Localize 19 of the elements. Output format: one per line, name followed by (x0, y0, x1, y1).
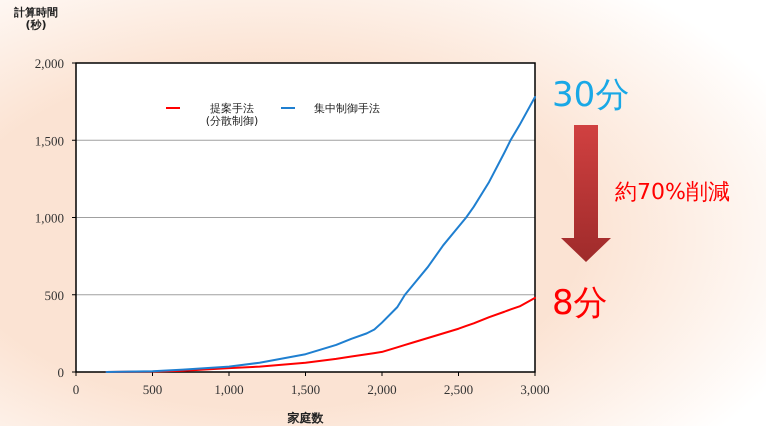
legend-label: 提案手法 (分散制御) (206, 102, 258, 128)
y-tick-label: 500 (44, 288, 64, 303)
x-tick-label: 0 (72, 382, 80, 397)
y-tick-label: 2,000 (34, 56, 64, 71)
x-tick-label: 1,500 (290, 382, 320, 397)
x-tick-label: 1,000 (214, 382, 244, 397)
x-tick-label: 2,000 (367, 382, 397, 397)
x-axis-title: 家庭数 (286, 411, 324, 425)
x-tick-label: 3,000 (520, 382, 550, 397)
text: 8分 (552, 283, 608, 323)
x-tick-label: 2,500 (444, 382, 474, 397)
text: 約70%削減 (615, 180, 730, 205)
y-tick-label: 1,500 (34, 133, 64, 148)
legend-label: 集中制御手法 (314, 102, 380, 115)
text: 30分 (552, 75, 630, 115)
y-axis-title: 計算時間 (秒) (13, 6, 58, 32)
y-tick-label: 0 (58, 365, 64, 380)
y-tick-label: 1,000 (34, 210, 64, 226)
x-tick-label: 500 (142, 382, 162, 397)
